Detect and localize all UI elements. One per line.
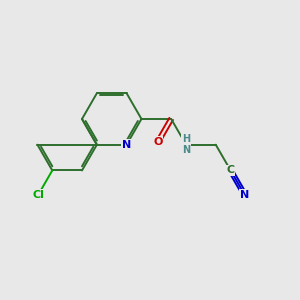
Text: H: H [182,135,190,145]
Text: N: N [240,190,249,200]
Text: C: C [226,165,235,176]
Text: Cl: Cl [32,190,44,200]
Text: H
N: H N [182,134,190,155]
Text: N: N [182,145,190,155]
Text: O: O [153,137,163,147]
Text: N: N [122,140,131,150]
